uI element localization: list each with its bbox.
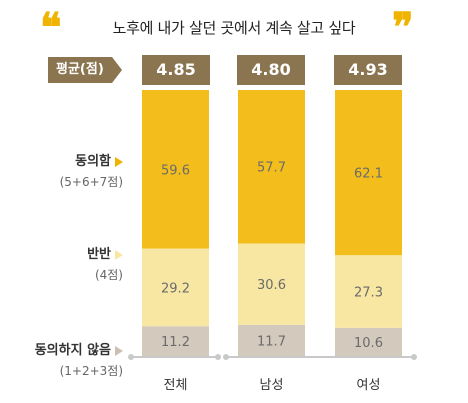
open-quote-icon: ❝ <box>40 4 62 51</box>
label-total-agree: 59.6 <box>161 163 190 178</box>
average-arrow-icon <box>112 57 122 83</box>
legend-agree-label: 동의함 <box>75 154 111 169</box>
label-male-disagree: 11.7 <box>257 334 286 349</box>
label-female-agree: 62.1 <box>354 167 383 182</box>
average-value-total: 4.85 <box>142 55 210 85</box>
title-row: ❝ 노후에 내가 살던 곳에서 계속 살고 싶다 ❞ <box>0 8 468 48</box>
baseline-dot <box>411 354 417 360</box>
bar-female-disagree <box>335 327 402 356</box>
baseline-dot <box>128 354 134 360</box>
bar-female-agree <box>335 90 402 256</box>
category-label-total: 전체 <box>164 378 188 393</box>
average-label: 평균(점) <box>48 57 112 83</box>
bar-total-disagree <box>142 326 209 356</box>
label-total-neutral: 29.2 <box>161 281 190 296</box>
label-male-neutral: 30.6 <box>257 278 286 293</box>
legend-neutral: 반반 (4점) <box>87 243 123 283</box>
legend-disagree-sub: (1+2+3점) <box>59 364 123 378</box>
average-value-female: 4.93 <box>334 55 402 85</box>
legend-agree: 동의함 (5+6+7점) <box>60 150 123 190</box>
legend-neutral-label: 반반 <box>87 247 111 262</box>
bar-male-agree <box>238 90 305 244</box>
label-female-disagree: 10.6 <box>354 336 383 351</box>
chart-title: 노후에 내가 살던 곳에서 계속 살고 싶다 <box>112 19 356 37</box>
bar-male-neutral <box>238 243 305 325</box>
baseline-dot <box>215 354 221 360</box>
average-value-male: 4.80 <box>237 55 305 85</box>
bar-total-agree <box>142 90 209 249</box>
baseline-dot <box>223 354 229 360</box>
legend-neutral-sub: (4점) <box>94 268 123 282</box>
legend-disagree-arrow-icon <box>115 345 123 356</box>
close-quote-icon: ❞ <box>392 4 414 51</box>
label-total-disagree: 11.2 <box>161 335 190 350</box>
category-label-female: 여성 <box>357 378 381 393</box>
legend-agree-sub: (5+6+7점) <box>59 175 123 189</box>
category-label-male: 남성 <box>260 378 284 393</box>
label-female-neutral: 27.3 <box>354 285 383 300</box>
bar-male-disagree <box>238 324 305 356</box>
legend-agree-arrow-icon <box>115 156 123 167</box>
legend-disagree: 동의하지 않음 (1+2+3점) <box>35 339 123 379</box>
legend-neutral-arrow-icon <box>115 249 123 260</box>
bar-female-neutral <box>335 255 402 328</box>
legend-disagree-label: 동의하지 않음 <box>34 343 111 358</box>
bar-total-neutral <box>142 248 209 327</box>
label-male-agree: 57.7 <box>257 161 286 176</box>
